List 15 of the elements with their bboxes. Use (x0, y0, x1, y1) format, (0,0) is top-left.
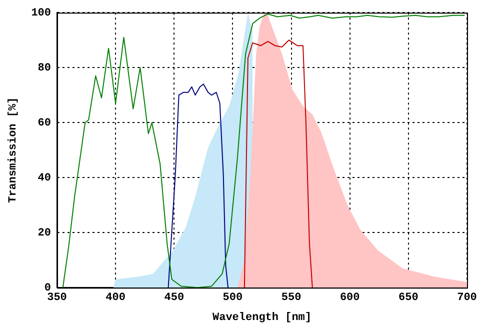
x-axis-title: Wavelength [nm] (212, 312, 312, 324)
x-tick-label: 350 (47, 292, 67, 304)
x-tick-label: 600 (340, 292, 360, 304)
y-tick-label: 60 (38, 117, 52, 130)
y-tick-label: 100 (31, 7, 52, 20)
y-tick-label: 20 (38, 227, 52, 240)
x-tick-label: 550 (281, 292, 302, 304)
x-tick-label: 500 (222, 292, 243, 304)
y-axis-title: Transmission [%] (7, 97, 20, 203)
x-tick-label: 650 (398, 292, 418, 304)
x-tick-label: 400 (106, 292, 126, 304)
x-tick-label: 450 (164, 292, 184, 304)
y-tick-label: 80 (38, 62, 52, 74)
x-tick-label: 700 (457, 292, 477, 304)
y-tick-label: 40 (38, 172, 52, 184)
